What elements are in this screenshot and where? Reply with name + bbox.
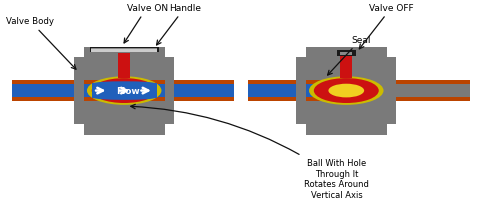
Bar	[165, 81, 234, 84]
Bar	[165, 98, 234, 101]
Ellipse shape	[328, 84, 364, 98]
Text: Flow: Flow	[116, 87, 140, 96]
Bar	[340, 57, 352, 79]
Bar	[12, 81, 84, 101]
Bar	[92, 125, 156, 135]
Bar	[165, 81, 234, 101]
Bar	[118, 54, 131, 79]
Bar	[92, 49, 157, 50]
Bar	[306, 98, 346, 101]
Bar	[84, 98, 165, 101]
Bar	[90, 48, 159, 53]
Bar	[337, 51, 356, 57]
Bar	[306, 47, 387, 135]
Bar	[92, 47, 156, 57]
Bar	[92, 125, 156, 135]
Bar	[84, 47, 165, 135]
Bar	[74, 57, 174, 125]
Bar	[387, 84, 470, 98]
Bar	[296, 57, 396, 125]
Bar	[84, 81, 165, 101]
Ellipse shape	[92, 79, 156, 103]
Bar	[92, 50, 157, 52]
Bar	[84, 47, 165, 135]
Bar	[314, 47, 379, 57]
Bar	[92, 84, 156, 98]
Bar	[306, 81, 346, 101]
Ellipse shape	[87, 77, 161, 105]
Ellipse shape	[314, 79, 379, 103]
Bar	[248, 81, 306, 101]
Bar	[92, 47, 156, 57]
Bar	[296, 57, 396, 125]
Bar	[314, 125, 379, 135]
Bar	[306, 81, 346, 84]
Ellipse shape	[309, 77, 384, 105]
Bar	[12, 81, 84, 84]
Bar	[12, 98, 84, 101]
Text: Valve ON: Valve ON	[124, 4, 168, 44]
Bar	[248, 81, 306, 84]
Text: Handle: Handle	[156, 4, 201, 46]
Bar	[306, 47, 387, 135]
Text: Ball With Hole
Through It
Rotates Around
Vertical Axis: Ball With Hole Through It Rotates Around…	[131, 105, 369, 199]
Bar	[74, 57, 174, 125]
Bar	[248, 98, 306, 101]
Ellipse shape	[93, 82, 155, 86]
Bar	[387, 98, 470, 101]
Bar	[340, 53, 352, 56]
Bar	[84, 81, 165, 84]
Bar	[314, 47, 379, 57]
Ellipse shape	[93, 96, 155, 100]
Text: Valve OFF: Valve OFF	[360, 4, 414, 49]
Bar	[314, 125, 379, 135]
Bar	[387, 81, 470, 84]
Text: Valve Body: Valve Body	[6, 17, 76, 70]
Text: Seal: Seal	[328, 36, 371, 76]
